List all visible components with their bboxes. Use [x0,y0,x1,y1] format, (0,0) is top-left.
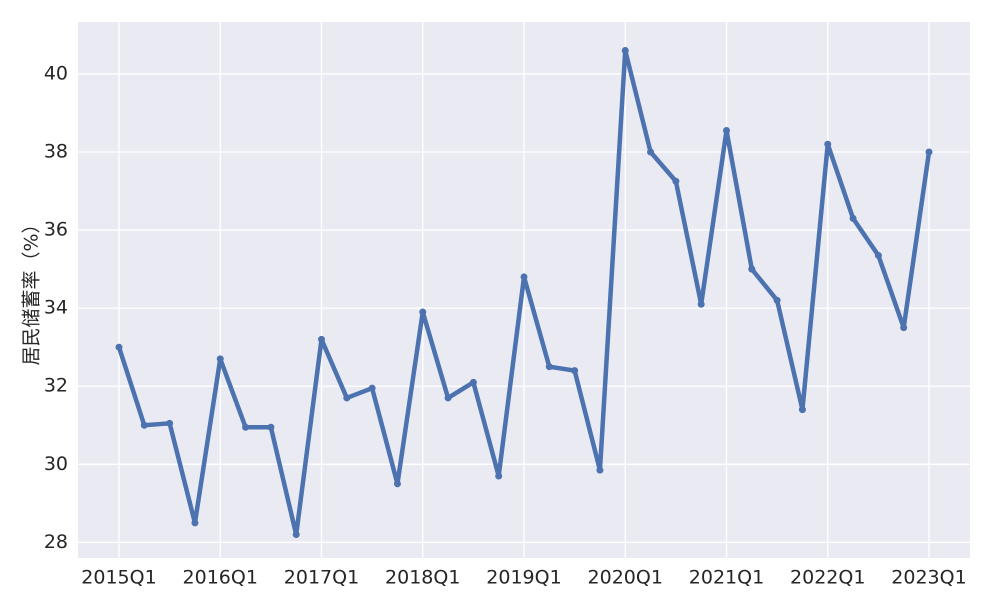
x-tick-label: 2021Q1 [689,567,764,589]
point [216,355,224,363]
point [191,519,199,527]
point [318,335,326,343]
x-tick-label: 2015Q1 [81,567,156,589]
x-tick-label: 2016Q1 [183,567,258,589]
y-tick-label: 34 [44,297,68,319]
x-tick-label: 2019Q1 [486,567,561,589]
point [748,265,756,273]
x-tick-label: 2017Q1 [284,567,359,589]
point [419,308,427,316]
x-tick-label: 2018Q1 [385,567,460,589]
point [900,324,908,332]
point [849,214,857,222]
y-axis-label: 居民储蓄率（%） [21,214,43,365]
point [722,127,730,135]
x-tick-label: 2022Q1 [790,567,865,589]
point [596,466,604,474]
point [647,148,655,156]
x-tick-label: 2020Q1 [588,567,663,589]
point [824,140,832,148]
point [571,367,579,375]
point [621,46,629,54]
point [874,251,882,259]
point [545,363,553,371]
point [495,472,503,480]
point [520,273,528,281]
point [672,177,680,185]
point [343,394,351,402]
y-tick-label: 38 [44,140,68,162]
point [368,384,376,392]
point [166,419,174,427]
point [242,423,250,431]
point [140,421,148,429]
point [925,148,933,156]
point [773,296,781,304]
y-tick-label: 40 [44,62,68,84]
x-tick-label: 2023Q1 [891,567,966,589]
y-tick-label: 32 [44,375,68,397]
point [469,378,477,386]
y-tick-label: 30 [44,453,68,475]
point [798,406,806,414]
y-tick-label: 28 [44,531,68,553]
point [697,300,705,308]
point [267,423,275,431]
point [393,480,401,488]
point [444,394,452,402]
point [115,343,123,351]
y-tick-label: 36 [44,219,68,241]
point [292,531,300,539]
